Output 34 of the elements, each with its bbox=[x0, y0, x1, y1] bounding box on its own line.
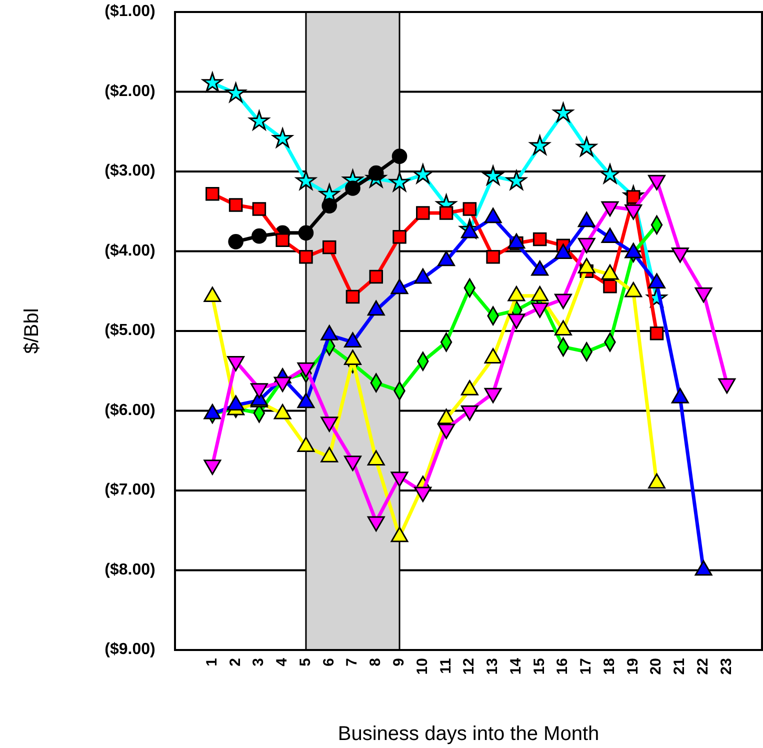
x-tick-label: 8 bbox=[367, 658, 384, 666]
y-axis-title: $/Bbl bbox=[21, 308, 43, 354]
x-tick-label: 6 bbox=[320, 658, 338, 666]
x-tick-label: 18 bbox=[600, 658, 618, 675]
x-tick-label: 15 bbox=[530, 658, 548, 675]
x-tick-label: 21 bbox=[671, 658, 688, 675]
x-tick-label: 11 bbox=[437, 658, 454, 674]
x-tick-label: 10 bbox=[414, 658, 431, 675]
y-tick-label: ($1.00) bbox=[104, 3, 156, 20]
x-tick-label: 1 bbox=[203, 658, 220, 666]
x-tick-label: 9 bbox=[390, 658, 408, 666]
x-tick-label: 4 bbox=[274, 657, 291, 666]
x-tick-label: 17 bbox=[578, 658, 595, 675]
x-tick-label: 2 bbox=[226, 658, 244, 666]
x-tick-label: 5 bbox=[296, 658, 314, 666]
x-tick-label: 22 bbox=[694, 658, 712, 675]
y-tick-label: ($5.00) bbox=[104, 322, 156, 340]
x-tick-label: 19 bbox=[624, 658, 642, 675]
x-tick-label: 16 bbox=[554, 658, 572, 675]
y-tick-label: ($3.00) bbox=[104, 162, 156, 180]
y-tick-label: ($4.00) bbox=[104, 242, 156, 260]
x-tick-label: 23 bbox=[718, 658, 735, 675]
y-tick-label: ($6.00) bbox=[104, 402, 156, 419]
y-tick-label: ($9.00) bbox=[104, 641, 156, 658]
y-tick-label: ($8.00) bbox=[104, 561, 156, 578]
x-axis-title: Business days into the Month bbox=[338, 723, 600, 745]
x-tick-label: 13 bbox=[484, 658, 502, 675]
y-tick-label: ($2.00) bbox=[104, 82, 156, 100]
x-tick-label: 14 bbox=[507, 657, 524, 675]
x-tick-label: 3 bbox=[250, 658, 268, 666]
y-tick-label: ($7.00) bbox=[104, 482, 156, 499]
x-tick-label: 7 bbox=[344, 658, 361, 666]
x-tick-label: 20 bbox=[648, 658, 665, 675]
x-tick-label: 12 bbox=[460, 658, 478, 675]
